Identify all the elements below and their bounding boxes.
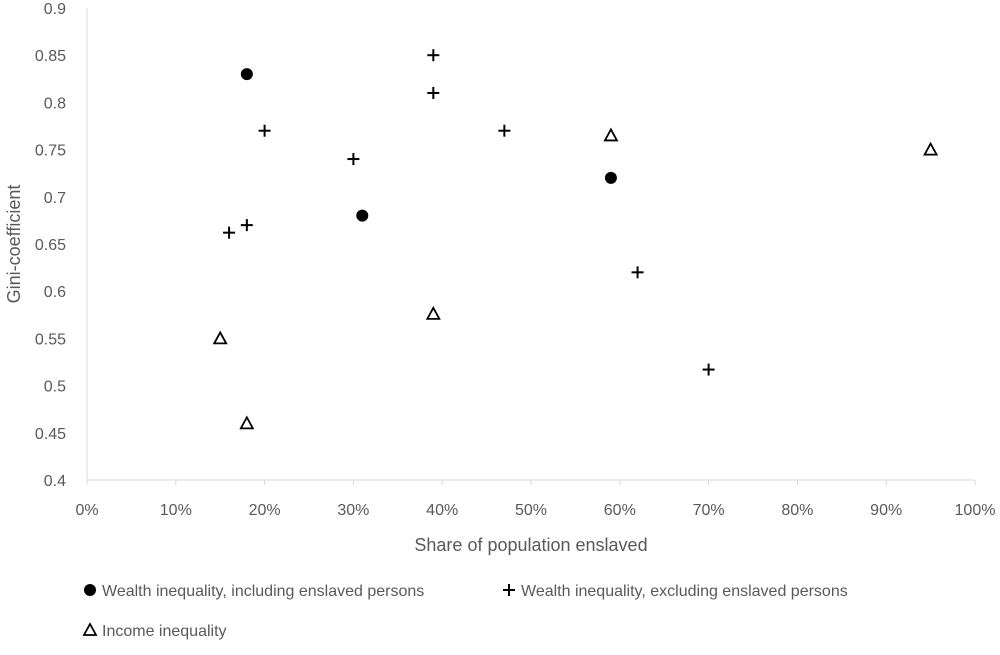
y-axis-ticks: 0.4 0.45 0.5 0.55 0.6 0.65 0.7 0.75 0.8 0.85 0.9 [35,1,66,490]
y-tick-label: 0.45 [35,426,66,443]
y-tick-label: 0.85 [35,48,66,65]
data-point-plus [702,363,715,376]
y-axis-label: Gini-coefficient [4,185,24,304]
legend-label: Wealth inequality, excluding enslaved pe… [521,583,848,600]
legend-item: Wealth inequality, excluding enslaved pe… [503,583,848,600]
x-tick-label: 30% [337,502,369,519]
data-point-plus [427,86,440,99]
legend: Wealth inequality, including enslaved pe… [82,583,848,640]
y-tick-label: 0.5 [44,379,66,396]
y-tick-label: 0.55 [35,331,66,348]
x-tick-label: 80% [781,502,813,519]
data-point-triangle [425,305,441,320]
y-tick-label: 0.6 [44,284,66,301]
data-point-plus [240,219,253,232]
x-tick-label: 60% [604,502,636,519]
y-tick-label: 0.9 [44,1,66,18]
data-point-plus [498,124,511,137]
legend-label: Income inequality [102,623,227,640]
data-point-circle [356,209,369,222]
legend-item: Wealth inequality, including enslaved pe… [84,583,424,600]
data-point-circle [240,68,253,81]
x-tick-label: 100% [955,502,996,519]
data-point-plus [223,226,236,239]
data-point-triangle [603,127,619,142]
x-axis-ticks: 0% 10% 20% 30% 40% 50% 60% 70% 80% 90% 100% [75,480,995,519]
x-axis-label: Share of population enslaved [414,535,647,555]
y-tick-label: 0.4 [44,473,66,490]
legend-marker-circle [84,584,96,596]
x-tick-label: 90% [870,502,902,519]
legend-item: Income inequality [82,622,227,640]
y-tick-label: 0.7 [44,190,66,207]
x-tick-label: 50% [515,502,547,519]
data-point-plus [258,124,271,137]
y-tick-label: 0.75 [35,143,66,160]
data-point-plus [347,153,360,166]
data-point-plus [427,49,440,62]
x-tick-label: 70% [693,502,725,519]
legend-label: Wealth inequality, including enslaved pe… [102,583,424,600]
x-tick-label: 40% [426,502,458,519]
data-point-plus [631,266,644,279]
y-tick-label: 0.65 [35,237,66,254]
y-tick-label: 0.8 [44,95,66,112]
plot-points [212,49,939,430]
x-tick-label: 20% [249,502,281,519]
data-point-triangle [239,415,255,430]
x-tick-label: 10% [160,502,192,519]
legend-marker-plus [503,584,515,596]
data-point-triangle [212,330,228,345]
data-point-triangle [923,141,939,156]
data-point-circle [604,171,617,184]
legend-marker-triangle [82,622,98,636]
x-tick-label: 0% [75,502,98,519]
